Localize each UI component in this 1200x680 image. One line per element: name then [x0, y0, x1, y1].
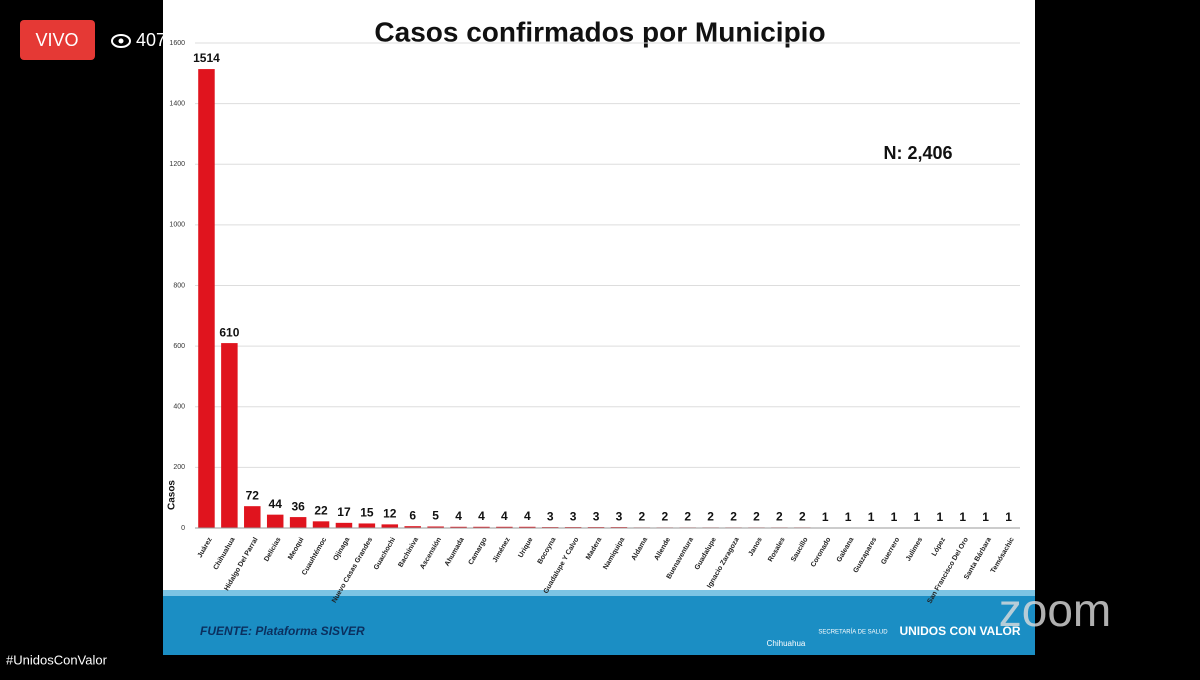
value-label: 17	[337, 505, 351, 519]
value-label: 3	[616, 509, 623, 523]
live-text: VIVO	[35, 30, 78, 50]
value-label: 72	[246, 488, 260, 502]
value-label: 2	[707, 510, 714, 524]
y-tick-label: 0	[181, 525, 185, 532]
y-tick-label: 400	[173, 404, 185, 411]
bar	[267, 515, 284, 528]
value-label: 2	[799, 510, 806, 524]
value-label: 2	[730, 510, 737, 524]
value-label: 4	[524, 509, 531, 523]
value-label: 1514	[193, 51, 220, 65]
value-label: 4	[455, 509, 462, 523]
value-label: 22	[314, 504, 328, 518]
y-tick-label: 1400	[169, 100, 185, 107]
value-label: 36	[291, 499, 305, 513]
value-label: 2	[639, 510, 646, 524]
value-label: 2	[684, 510, 691, 524]
bar	[382, 524, 399, 528]
value-label: 2	[753, 510, 760, 524]
bar	[244, 506, 261, 528]
viewer-count: 407	[136, 30, 166, 50]
y-tick-label: 1000	[169, 222, 185, 229]
source-note: FUENTE: Plataforma SISVER	[200, 624, 365, 638]
value-label: 1	[891, 510, 898, 524]
y-tick-label: 1200	[169, 161, 185, 168]
value-label: 1	[982, 510, 989, 524]
value-label: 1	[845, 510, 852, 524]
value-label: 1	[868, 510, 875, 524]
zoom-watermark: zoom	[999, 584, 1111, 636]
value-label: 2	[661, 510, 668, 524]
value-label: 3	[593, 509, 600, 523]
y-tick-label: 800	[173, 282, 185, 289]
logo-state: Chihuahua	[767, 639, 806, 648]
value-label: 4	[501, 509, 508, 523]
annotation: N: 2,406	[883, 143, 952, 163]
y-tick-label: 200	[173, 464, 185, 471]
bar	[359, 523, 376, 528]
value-label: 4	[478, 509, 485, 523]
value-label: 1	[959, 510, 966, 524]
value-label: 5	[432, 509, 439, 523]
bar	[313, 521, 330, 528]
value-label: 1	[1005, 510, 1012, 524]
hashtag: #UnidosConValor	[6, 652, 108, 667]
footer-stripe	[163, 590, 1035, 596]
viewers-icon-pupil	[119, 39, 124, 44]
logo-ministry: SECRETARÍA DE SALUD	[818, 629, 888, 636]
y-axis-label: Casos	[167, 480, 178, 510]
value-label: 1	[936, 510, 943, 524]
value-label: 2	[776, 510, 783, 524]
bar	[198, 69, 215, 528]
value-label: 3	[570, 509, 577, 523]
bar	[336, 523, 353, 528]
value-label: 12	[383, 507, 397, 521]
value-label: 15	[360, 506, 374, 520]
value-label: 3	[547, 509, 554, 523]
value-label: 6	[409, 508, 416, 522]
bar	[221, 343, 238, 528]
bar	[290, 517, 307, 528]
y-tick-label: 600	[173, 343, 185, 350]
value-label: 44	[269, 497, 283, 511]
value-label: 1	[822, 510, 829, 524]
value-label: 1	[914, 510, 921, 524]
value-label: 610	[219, 325, 239, 339]
y-tick-label: 1600	[169, 40, 185, 47]
